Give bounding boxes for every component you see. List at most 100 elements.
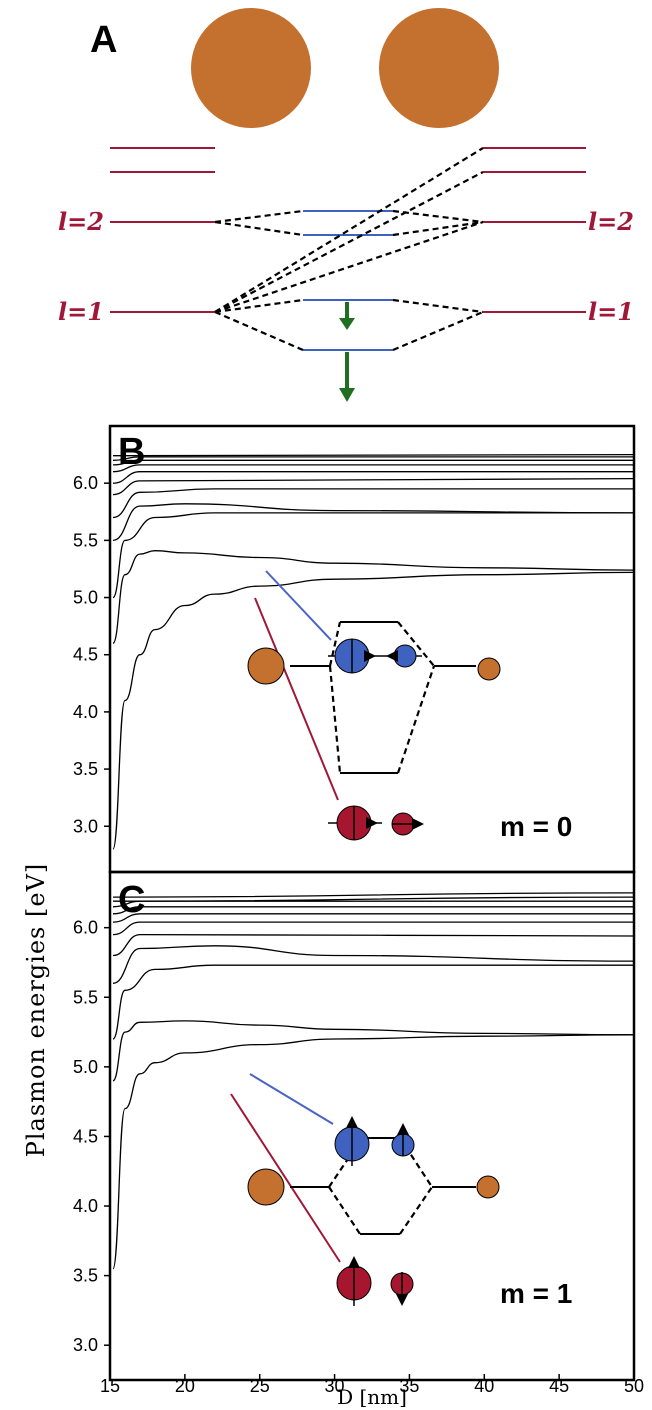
- x-tick-label: 35: [399, 1376, 419, 1396]
- y-tick-label: 5.0: [73, 1057, 98, 1077]
- y-tick-label: 6.0: [73, 918, 98, 938]
- up-arrow-icon: [397, 1123, 409, 1135]
- inset-dash: [396, 665, 436, 774]
- panel-b-curves: [112, 453, 635, 850]
- y-tick-label: 6.0: [73, 473, 98, 493]
- inset-dash: [328, 665, 342, 774]
- series-line-9: [112, 900, 634, 908]
- dash-line: [392, 220, 484, 237]
- panel-b-inset: [247, 570, 501, 841]
- leader-line-red: [254, 597, 339, 801]
- series-line-5: [112, 933, 635, 957]
- panel-c-x-ticks: 15 20 25 30 35 40 45 50: [100, 1374, 644, 1396]
- dash-line: [392, 209, 484, 224]
- dash-line: [392, 310, 484, 352]
- y-tick-label: 5.0: [73, 588, 98, 608]
- panel-b-y-ticks: 3.0 3.5 4.0 4.5 5.0 5.5 6.0: [73, 473, 110, 836]
- y-tick-label: 5.5: [73, 530, 98, 550]
- series-line-3: [112, 512, 634, 599]
- right-arrow-icon: [364, 650, 376, 662]
- x-tick-label: 45: [549, 1376, 569, 1396]
- series-line-11: [112, 453, 635, 457]
- x-tick-label: 20: [175, 1376, 195, 1396]
- inset-dashes: [328, 621, 436, 774]
- dash-line: [214, 310, 304, 352]
- y-tick-label: 3.0: [73, 1335, 98, 1355]
- series-line-5: [112, 488, 634, 519]
- green-arrows: [339, 302, 355, 402]
- series-line-8: [112, 464, 634, 473]
- x-axis-title: D [nm]: [337, 1385, 407, 1409]
- y-tick-label: 3.5: [73, 759, 98, 779]
- x-tick-label: 40: [474, 1376, 494, 1396]
- up-arrow-icon: [348, 1256, 360, 1268]
- panel-a-letter: A: [90, 19, 117, 61]
- leader-line-blue: [265, 570, 332, 641]
- series-line-3: [112, 964, 634, 1040]
- panel-b: 3.0 3.5 4.0 4.5 5.0 5.5 6.0 B: [73, 424, 636, 874]
- right-arrow-icon: [366, 817, 378, 829]
- y-tick-label: 4.0: [73, 702, 98, 722]
- left-sphere: [191, 8, 311, 128]
- dash-line: [214, 147, 484, 313]
- m1-label: m = 1: [500, 1278, 572, 1309]
- x-tick-label: 15: [100, 1376, 120, 1396]
- panel-a: A: [58, 8, 634, 402]
- x-tick-label: 50: [624, 1376, 644, 1396]
- m0-label: m = 0: [500, 811, 572, 842]
- label-right-l2: l=2: [588, 207, 634, 236]
- arrow-large-head-icon: [339, 388, 355, 402]
- label-left-l2: l=2: [58, 207, 104, 236]
- y-tick-label: 4.5: [73, 645, 98, 665]
- leader-line-blue: [249, 1073, 334, 1125]
- panel-c-letter: C: [118, 879, 145, 921]
- inset-dash: [399, 1186, 433, 1235]
- correlation-lines: [214, 147, 484, 352]
- y-tick-label: 5.5: [73, 987, 98, 1007]
- label-right-l1: l=1: [588, 297, 634, 326]
- down-arrow-icon: [396, 1294, 408, 1306]
- label-left-l1: l=1: [58, 297, 104, 326]
- inset-right-sphere: [477, 657, 501, 681]
- right-levels: [483, 147, 586, 313]
- series-line-7: [112, 471, 634, 484]
- x-tick-label: 30: [325, 1376, 345, 1396]
- inset-right-sphere: [476, 1175, 500, 1199]
- dash-line: [214, 171, 484, 313]
- series-line-7: [112, 913, 634, 923]
- series-line-4: [112, 503, 635, 542]
- series-line-1: [112, 1034, 635, 1270]
- right-arrow-icon: [412, 818, 424, 830]
- left-levels: [110, 147, 215, 313]
- dash-line: [392, 298, 484, 314]
- series-line-8: [112, 906, 634, 915]
- y-tick-label: 4.0: [73, 1196, 98, 1216]
- panel-c-y-ticks: 3.0 3.5 4.0 4.5 5.0 5.5 6.0: [73, 918, 110, 1355]
- x-tick-label: 25: [250, 1376, 270, 1396]
- leader-line-red: [230, 1093, 341, 1263]
- series-line-2: [112, 550, 635, 644]
- panel-b-frame: [108, 424, 636, 874]
- dash-line: [214, 220, 304, 237]
- series-line-1: [112, 571, 635, 850]
- inset-left-sphere: [247, 1168, 285, 1206]
- up-arrow-icon: [346, 1116, 358, 1128]
- inset-left-sphere: [247, 647, 285, 685]
- dash-line: [214, 209, 304, 224]
- panel-c-frame: [108, 870, 636, 1382]
- series-line-9: [112, 459, 634, 466]
- y-axis-title: Plasmon energies [eV]: [22, 863, 50, 1158]
- panel-c-inset: [230, 1073, 500, 1306]
- inset-dash: [328, 621, 342, 667]
- series-line-6: [112, 921, 634, 936]
- panel-c: 3.0 3.5 4.0 4.5 5.0 5.5 6.0 15 20 25 30 35 40 45 50 C: [73, 870, 644, 1396]
- series-line-11: [112, 892, 635, 898]
- series-line-2: [112, 1020, 635, 1082]
- left-arrow-icon: [386, 650, 398, 662]
- y-tick-label: 4.5: [73, 1126, 98, 1146]
- inset-dash: [328, 1186, 361, 1235]
- right-sphere: [379, 8, 499, 128]
- y-tick-label: 3.0: [73, 816, 98, 836]
- series-line-4: [112, 945, 635, 984]
